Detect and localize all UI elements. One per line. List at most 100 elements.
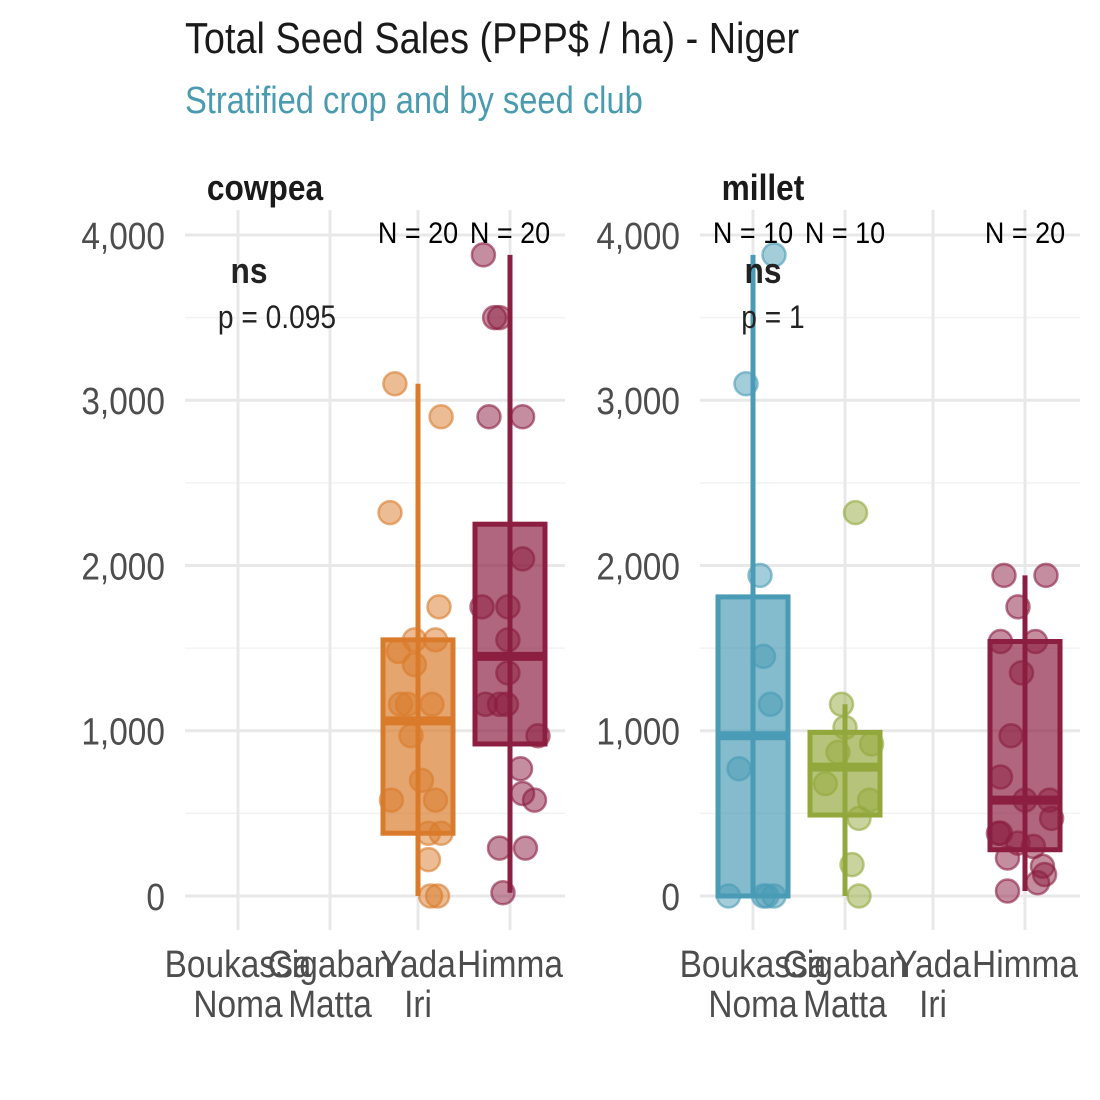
millet-p-value: p = 1 [741,300,804,335]
millet-xtick-label: Yada [895,943,971,985]
data-point [757,691,784,718]
cowpea-n-label: N = 20 [470,217,550,251]
data-point [1012,787,1038,813]
data-point [426,594,452,620]
data-point [521,787,548,813]
data-point [998,722,1024,749]
data-point [825,739,851,765]
cowpea-n-label: N = 20 [378,217,458,251]
data-point [398,722,424,749]
data-point [424,883,451,909]
cowpea-p-value: p = 0.095 [218,300,336,335]
data-point [987,764,1014,790]
millet-strip-label: millet [722,168,805,208]
cowpea-himma-series [469,242,551,906]
data-point [1022,628,1049,655]
data-point [512,835,539,861]
data-point [761,242,787,268]
data-point [832,714,858,741]
data-point [726,756,752,782]
millet-ytick-label: 1,000 [596,711,680,753]
data-point [509,404,536,430]
cowpea-ytick-label: 1,000 [81,711,165,753]
cowpea-xtick-label: Yada [380,943,456,985]
data-point [715,883,742,909]
data-point [1033,562,1059,589]
data-point [1008,660,1035,686]
data-point [377,499,403,526]
cowpea-xtick-label: Matta [288,983,372,1025]
data-point [408,767,435,794]
data-point [428,820,454,846]
data-point [394,691,421,718]
data-point [493,691,520,718]
data-point [733,370,759,397]
data-point [747,562,773,589]
millet-ytick-label: 4,000 [596,215,680,257]
data-point [415,846,442,873]
data-point [839,851,865,878]
cowpea-xtick-label: Noma [193,983,282,1025]
millet-n-label: N = 20 [985,217,1065,251]
millet-ytick-label: 0 [661,876,680,918]
data-point [385,638,412,665]
millet-boukassa-noma-series [715,242,791,909]
data-point [750,643,777,670]
millet-ytick-label: 3,000 [596,380,680,422]
cowpea-xtick-label: Himma [457,943,563,985]
data-point [507,756,534,782]
data-point [846,805,872,832]
data-point [486,304,513,331]
data-point [1005,594,1031,620]
data-point [382,370,408,397]
data-point [858,731,885,757]
box [715,594,791,899]
cowpea-xtick-label: Cigaban [268,943,393,985]
millet-xtick-label: Cigaban [783,943,908,985]
data-point [495,660,521,686]
millet-xtick-label: Iri [919,983,947,1025]
data-point [987,628,1014,655]
cowpea-ytick-label: 4,000 [81,215,165,257]
data-point [495,594,521,620]
chart-subtitle: Stratified crop and by seed club [185,80,643,122]
data-point [509,546,536,572]
cowpea-xtick-label: Boukassa [165,943,312,985]
millet-himma-series [985,562,1065,904]
chart-title: Total Seed Sales (PPP$ / ha) - Niger [185,14,800,63]
data-point [842,499,869,526]
data-point [476,404,502,430]
data-point [401,651,428,678]
data-point [991,562,1017,589]
cowpea-ytick-label: 3,000 [81,380,165,422]
data-point [812,770,839,797]
cowpea-xtick-label: Iri [404,983,432,1025]
data-point [422,787,449,813]
data-point [422,627,449,653]
data-point [846,883,872,909]
cowpea-ytick-label: 2,000 [81,546,165,588]
millet-n-label: N = 10 [805,217,885,251]
data-point [428,404,454,430]
cowpea-ytick-label: 0 [146,876,165,918]
data-point [828,691,855,718]
millet-n-label: N = 10 [713,217,793,251]
data-point [1024,870,1051,896]
data-point [525,722,551,749]
cowpea-strip-label: cowpea [207,168,324,208]
millet-xtick-label: Matta [803,983,887,1025]
millet-xtick-label: Himma [972,943,1078,985]
data-point [469,594,495,620]
millet-xtick-label: Noma [708,983,797,1025]
cowpea-significance-label: ns [231,251,268,291]
millet-cigaban-matta-series [807,499,885,909]
data-point [378,787,405,813]
data-point [490,879,516,906]
data-point [1038,805,1065,832]
cowpea-yada-iri-series [377,370,456,909]
millet-xtick-label: Boukassa [680,943,827,985]
data-point [754,883,780,909]
data-point [994,878,1021,904]
data-point [419,691,445,718]
millet-significance-label: ns [745,251,782,291]
